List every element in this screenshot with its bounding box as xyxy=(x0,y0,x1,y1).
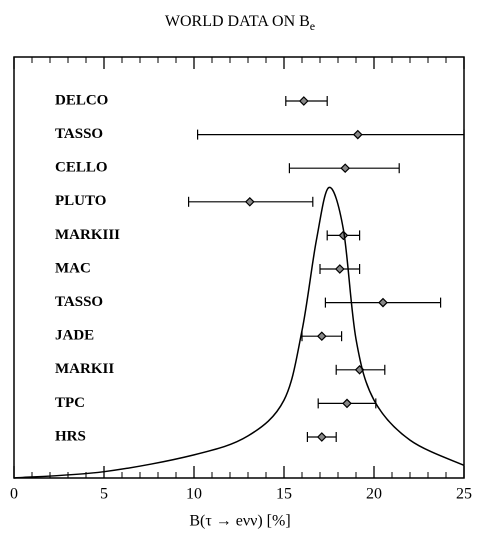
x-axis-label: B(τ → eνν) [%] xyxy=(189,513,290,530)
x-tick-label: 15 xyxy=(276,486,292,503)
row-label: DELCO xyxy=(55,92,108,108)
x-tick-label: 10 xyxy=(186,486,202,503)
row-label: CELLO xyxy=(55,160,108,176)
row-label: TPC xyxy=(55,395,85,411)
row-label: MAC xyxy=(55,260,91,276)
chart-title: WORLD DATA ON Be xyxy=(165,13,315,33)
row-label: JADE xyxy=(55,328,94,344)
data-point xyxy=(340,163,351,174)
data-point xyxy=(352,129,363,140)
data-point xyxy=(244,196,255,207)
row-label: HRS xyxy=(55,428,86,444)
data-point xyxy=(342,398,352,409)
frame xyxy=(13,56,465,479)
title-main: WORLD DATA ON B xyxy=(165,13,310,30)
row-label: TASSO xyxy=(55,126,103,142)
row-label: TASSO xyxy=(55,294,103,310)
data-point xyxy=(298,96,309,106)
x-tick-label: 5 xyxy=(100,486,108,503)
title-subscript: e xyxy=(310,19,315,33)
x-tick-label: 25 xyxy=(456,486,472,503)
data-point xyxy=(338,230,349,241)
x-tick-label: 0 xyxy=(10,486,18,503)
x-tick-label: 20 xyxy=(366,486,382,503)
row-label: MARKII xyxy=(55,361,114,377)
data-point xyxy=(316,432,327,442)
data-point xyxy=(334,264,345,274)
data-point xyxy=(378,297,388,308)
data-point xyxy=(316,331,327,342)
row-label: PLUTO xyxy=(55,193,106,209)
row-label: MARKIII xyxy=(55,227,120,243)
curve xyxy=(13,186,465,479)
